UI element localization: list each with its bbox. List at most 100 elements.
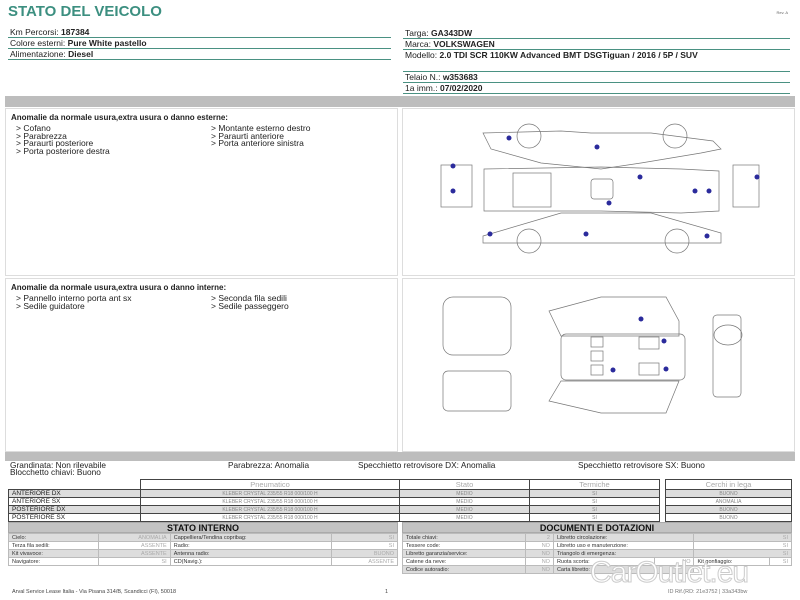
stato-interno-title: STATO INTERNO bbox=[8, 522, 398, 533]
field-label: CD(Navig.): bbox=[169, 557, 332, 566]
field-label: Tessere code: bbox=[401, 541, 527, 550]
header-cerchi: Cerchi in lega bbox=[665, 479, 792, 490]
section-bar bbox=[5, 96, 795, 107]
header-termiche: Termiche bbox=[529, 479, 660, 490]
field-telaio: Telaio N.: w353683 bbox=[403, 72, 790, 83]
field-value: NO bbox=[525, 557, 554, 566]
damage-dot bbox=[610, 367, 616, 373]
interior-heading: Anomalie da normale usura,extra usura o … bbox=[11, 283, 227, 292]
exterior-item: > Parabrezza bbox=[16, 130, 67, 141]
field-value: NO bbox=[525, 549, 554, 558]
parabrezza: Parabrezza: Anomalia bbox=[228, 460, 310, 470]
header-stato: Stato bbox=[399, 479, 530, 490]
table-row: POSTERIORE DX KLEBER CRYSTAL 235/55 R18 0… bbox=[8, 505, 660, 514]
blocchetto-chiavi: Blocchetto chiavi: Buono bbox=[10, 467, 101, 477]
field-colore: Colore esterni: Pure White pastello bbox=[8, 38, 391, 49]
exterior-anomalies-panel: Anomalie da normale usura,extra usura o … bbox=[5, 108, 398, 276]
documenti-title: DOCUMENTI E DOTAZIONI bbox=[402, 522, 792, 533]
field-value: 2 bbox=[525, 533, 554, 542]
specchietto-sx: Specchietto retrovisore SX: Buono bbox=[578, 460, 705, 470]
documenti-section: DOCUMENTI E DOTAZIONI Totale chiavi: 2 Lib… bbox=[401, 522, 793, 574]
exterior-item: > Paraurti anteriore bbox=[211, 130, 284, 141]
stato-interno-section: STATO INTERNO Cielo: ANOMALIA Cappelliera/… bbox=[7, 522, 399, 566]
field-immatricolazione: 1a imm.: 07/02/2020 bbox=[403, 83, 790, 94]
damage-dot bbox=[583, 231, 589, 237]
grandinata: Grandinata: Non rilevabile bbox=[10, 460, 106, 470]
field-label: Radio: bbox=[169, 541, 332, 550]
rim-status: BUONO bbox=[665, 505, 792, 514]
table-row: Navigatore: SI CD(Navig.): ASSENTE bbox=[7, 557, 399, 566]
table-row: Codice autoradio: NO Carta libretto: bbox=[401, 565, 792, 574]
interior-item: > Sedile guidatore bbox=[16, 300, 85, 311]
revision-label: Rev. A bbox=[776, 10, 789, 15]
field-value: ASSENTE bbox=[98, 549, 171, 558]
damage-dot bbox=[450, 188, 456, 194]
table-row: ANTERIORE DX KLEBER CRYSTAL 235/55 R18 00… bbox=[8, 489, 660, 498]
exterior-item: > Montante esterno destro bbox=[211, 123, 311, 133]
damage-dot bbox=[754, 174, 760, 180]
page-title: STATO DEL VEICOLO bbox=[8, 3, 162, 20]
field-label: Kit vivavoce: bbox=[7, 549, 100, 558]
car-front-view bbox=[440, 164, 473, 208]
exterior-diagram bbox=[402, 108, 795, 276]
field-marca: Marca: VOLKSWAGEN bbox=[403, 39, 790, 50]
car-side-top-view bbox=[482, 123, 722, 170]
field-label: Codice autoradio: bbox=[401, 565, 527, 574]
field-label: Navigatore: bbox=[7, 557, 100, 566]
vehicle-info-left: Km Percorsi: 187384 Colore esterni: Pure… bbox=[8, 27, 391, 60]
trunk-view bbox=[442, 296, 512, 412]
damage-dot bbox=[594, 144, 600, 150]
rim-status: ANOMALIA bbox=[665, 497, 792, 506]
damage-dot bbox=[638, 316, 644, 322]
field-label: Libretto garanzia/service: bbox=[401, 549, 527, 558]
field-value: SI bbox=[693, 541, 792, 550]
exterior-item: > Porta anteriore sinistra bbox=[211, 138, 304, 148]
table-row: ANTERIORE SX KLEBER CRYSTAL 235/55 R18 00… bbox=[8, 497, 660, 506]
exterior-item: > Porta posteriore destra bbox=[16, 145, 110, 156]
cabin-top-view bbox=[548, 296, 686, 414]
field-targa: Targa: GA343DW bbox=[403, 28, 790, 39]
dashboard-view bbox=[712, 314, 743, 398]
damage-dot bbox=[450, 163, 456, 169]
damage-markers bbox=[450, 135, 760, 239]
damage-dot bbox=[663, 366, 669, 372]
footer-address: Arval Service Lease Italia - Via Pisana … bbox=[12, 589, 177, 595]
damage-dot bbox=[704, 233, 710, 239]
car-top-view bbox=[483, 166, 720, 214]
field-km: Km Percorsi: 187384 bbox=[8, 27, 391, 38]
interior-item: > Pannello interno porta ant sx bbox=[16, 293, 132, 303]
exterior-heading: Anomalie da normale usura,extra usura o … bbox=[11, 113, 228, 122]
footer-id: ID Rif.(RD: 21e3752 | 33a343bw bbox=[668, 589, 748, 595]
damage-dot bbox=[661, 338, 667, 344]
field-value: BUONO bbox=[330, 549, 399, 558]
interior-item: > Seconda fila sedili bbox=[211, 293, 287, 303]
car-rear-view bbox=[732, 164, 760, 208]
table-row: Totale chiavi: 2 Libretto circolazione: SI bbox=[401, 533, 792, 542]
damage-dot bbox=[706, 188, 712, 194]
rim-status: BUONO bbox=[665, 513, 792, 522]
page-number: 1 bbox=[385, 589, 389, 595]
field-value: SI bbox=[98, 557, 171, 566]
interior-anomalies-panel: Anomalie da normale usura,extra usura o … bbox=[5, 278, 398, 452]
header-pneumatico: Pneumatico bbox=[140, 479, 400, 490]
damage-dot bbox=[506, 135, 512, 141]
table-row: Cielo: ANOMALIA Cappelliera/Tendina coprib… bbox=[7, 533, 399, 542]
field-value: ASSENTE bbox=[98, 541, 171, 550]
damage-dot bbox=[637, 174, 643, 180]
table-row: POSTERIORE SX KLEBER CRYSTAL 235/55 R18 0… bbox=[8, 513, 660, 522]
field-value: ANOMALIA bbox=[98, 533, 171, 542]
interior-diagram bbox=[402, 278, 795, 452]
field-value: NO bbox=[525, 541, 554, 550]
field-modello: Modello: 2.0 TDI SCR 110KW Advanced BMT … bbox=[403, 50, 790, 72]
field-label: Cielo: bbox=[7, 533, 100, 542]
table-row: Tessere code: NO Libretto uso e manutenzio… bbox=[401, 541, 792, 550]
field-label: Kit gonfiaggio: bbox=[693, 557, 770, 566]
tires-table: Pneumatico Stato Termiche ANTERIORE DX KLEB… bbox=[8, 479, 660, 522]
exterior-item: > Paraurti posteriore bbox=[16, 138, 94, 148]
car-side-bottom-view bbox=[482, 212, 722, 254]
field-value: SI bbox=[330, 533, 399, 542]
field-label: Antenna radio: bbox=[169, 549, 332, 558]
table-row: Catene da neve: NO Ruota scorta: NO Kit gonf… bbox=[401, 557, 793, 566]
field-label: Cappelliera/Tendina copribag: bbox=[169, 533, 332, 542]
field-value: SI bbox=[330, 541, 399, 550]
